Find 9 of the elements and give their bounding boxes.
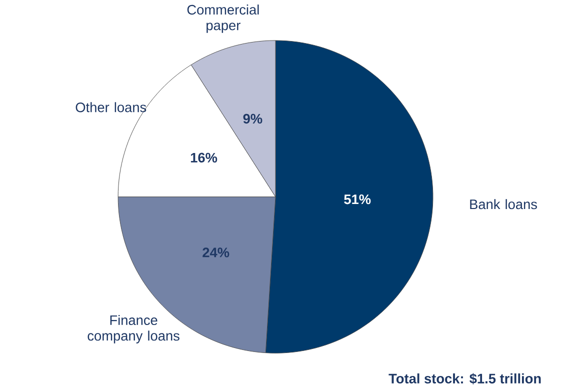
data-label: 51% — [344, 194, 371, 204]
slice-label: Commercial paper — [187, 4, 259, 33]
slice-label: Finance company loans — [88, 314, 180, 344]
slice-label: Other loans — [76, 102, 146, 112]
data-label: 9% — [243, 114, 262, 124]
slice-label: Bank loans — [470, 199, 537, 210]
data-label: 24% — [202, 248, 230, 258]
data-label: 16% — [190, 152, 218, 162]
text: Total stock: $1.5 trillion — [388, 373, 541, 384]
